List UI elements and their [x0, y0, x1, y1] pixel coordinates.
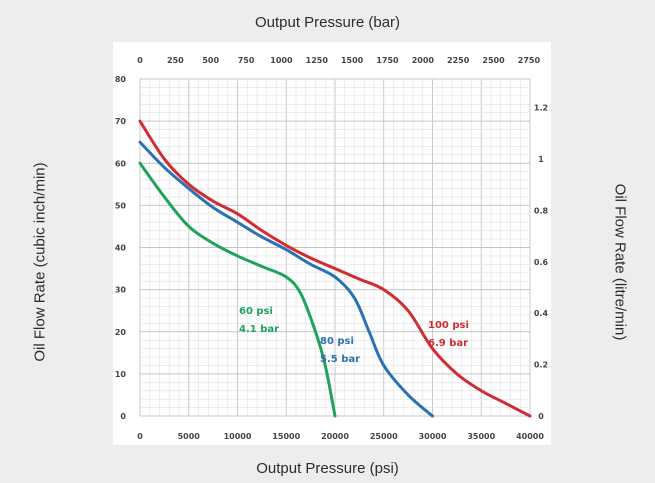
top-tick-label: 0 — [137, 56, 143, 65]
top-axis-title: Output Pressure (bar) — [254, 14, 401, 31]
top-tick-label: 1250 — [306, 56, 329, 65]
left-tick-label: 50 — [115, 201, 127, 210]
left-tick-label: 0 — [120, 412, 126, 421]
bottom-tick-label: 40000 — [516, 432, 544, 441]
top-tick-label: 2000 — [412, 56, 435, 65]
top-tick-label: 1000 — [270, 56, 293, 65]
right-tick-label: 1.2 — [534, 104, 548, 113]
series-line-100-psi — [138, 119, 532, 418]
bottom-tick-label: 0 — [137, 432, 143, 441]
series-label-80-psi: 5.5 bar — [320, 354, 360, 365]
bottom-axis-title: Output Pressure (psi) — [256, 460, 399, 477]
bottom-tick-label: 35000 — [467, 432, 495, 441]
right-tick-label: 0.2 — [534, 361, 548, 370]
series-label-100-psi: 100 psi — [428, 320, 469, 331]
right-tick-label: 1 — [538, 155, 544, 164]
series-label-60-psi: 4.1 bar — [239, 324, 279, 335]
left-tick-label: 40 — [115, 244, 127, 253]
top-tick-label: 250 — [167, 56, 184, 65]
bottom-tick-label: 10000 — [224, 432, 252, 441]
top-tick-label: 750 — [238, 56, 255, 65]
series-line-60-psi — [138, 161, 337, 418]
series-label-60-psi: 60 psi — [239, 306, 273, 317]
left-tick-label: 20 — [115, 328, 127, 337]
top-tick-label: 500 — [202, 56, 219, 65]
series-label-80-psi: 80 psi — [320, 336, 354, 347]
top-tick-label: 1500 — [341, 56, 364, 65]
left-tick-label: 30 — [115, 286, 127, 295]
chart-svg: 0 5000 10000 15000 20000 25000 30000 35000 40000… — [115, 56, 549, 441]
left-axis-title: Oil Flow Rate (cubic inch/min) — [31, 162, 49, 362]
series-line-80-psi — [138, 140, 434, 418]
left-tick-label: 80 — [115, 75, 127, 84]
bottom-tick-label: 30000 — [419, 432, 447, 441]
series-label-100-psi: 6.9 bar — [428, 338, 468, 349]
left-tick-label: 70 — [115, 117, 127, 126]
top-tick-label: 1750 — [376, 56, 399, 65]
right-tick-label: 0.4 — [534, 309, 549, 318]
left-tick-label: 60 — [115, 159, 127, 168]
left-tick-label: 10 — [115, 370, 127, 379]
top-tick-label: 2500 — [482, 56, 505, 65]
top-tick-label: 2250 — [447, 56, 470, 65]
right-axis-title: Oil Flow Rate (litre/min) — [611, 183, 629, 341]
bottom-tick-label: 20000 — [321, 432, 349, 441]
bottom-tick-label: 5000 — [178, 432, 201, 441]
right-tick-label: 0.8 — [534, 206, 549, 215]
plot-card: 0 5000 10000 15000 20000 25000 30000 35000 40000… — [113, 42, 551, 445]
bottom-tick-label: 15000 — [272, 432, 300, 441]
bottom-tick-label: 25000 — [370, 432, 398, 441]
right-tick-label: 0 — [538, 412, 544, 421]
right-tick-label: 0.6 — [534, 258, 549, 267]
top-tick-label: 2750 — [518, 56, 541, 65]
